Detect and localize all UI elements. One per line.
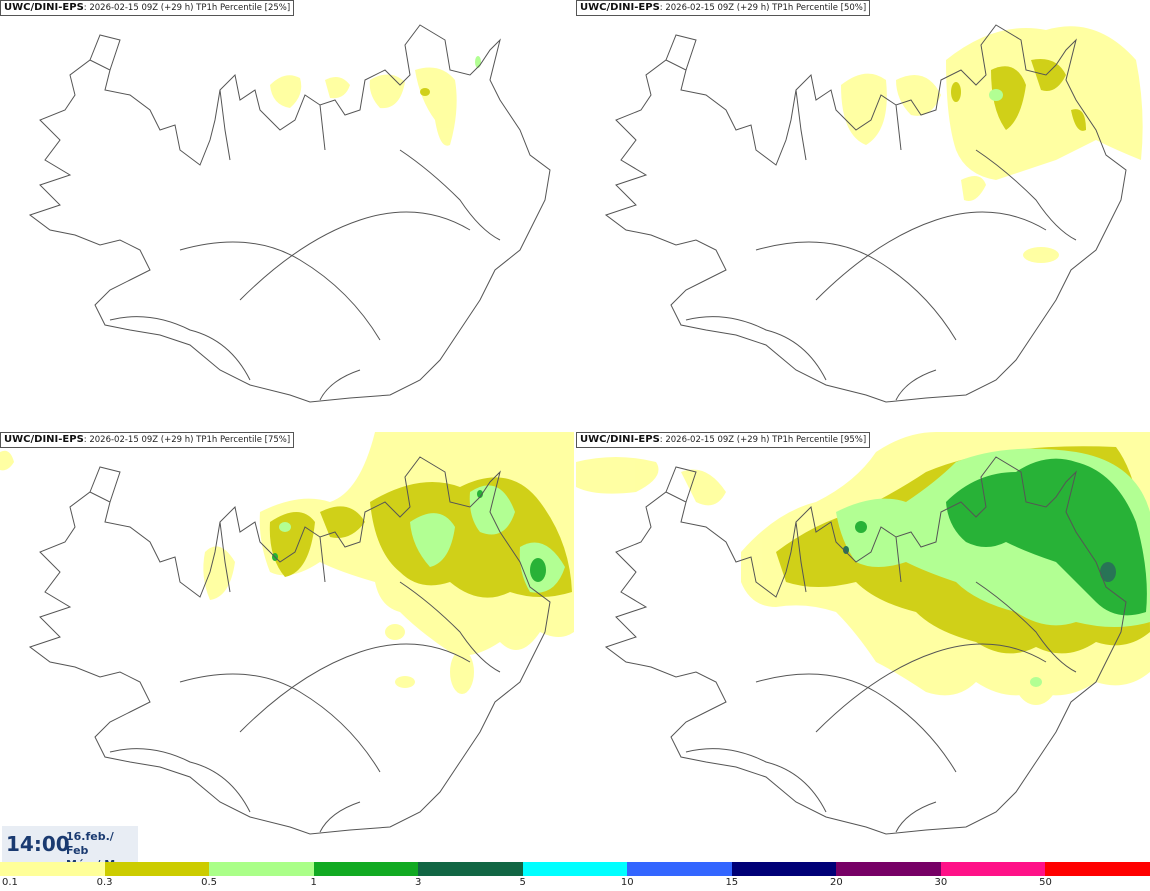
precip-map — [604, 24, 1143, 403]
legend-label: 3 — [414, 877, 422, 888]
legend-label: 5 — [519, 877, 526, 888]
precip-field — [841, 26, 1143, 263]
precip-field — [270, 56, 481, 146]
legend-swatch — [104, 862, 210, 876]
legend-label: 50 — [1039, 877, 1052, 888]
iceland-coastline — [604, 24, 1127, 403]
precip-map — [0, 432, 574, 835]
legend-swatch — [522, 862, 628, 876]
legend-label: 20 — [829, 877, 843, 888]
map-panel-p95: UWC/DINI-EPS: 2026-02-15 09Z (+29 h) TP1… — [576, 432, 1150, 862]
precip-field — [0, 432, 574, 694]
precip-field — [576, 432, 1150, 705]
valid-time: 14:00 — [6, 832, 70, 856]
legend-label: 10 — [620, 877, 634, 888]
panel-title: UWC/DINI-EPS: 2026-02-15 09Z (+29 h) TP1… — [0, 0, 295, 16]
panel-title: UWC/DINI-EPS: 2026-02-15 09Z (+29 h) TP1… — [576, 432, 871, 448]
legend-swatch — [0, 862, 105, 876]
precip-legend-labels: 0.1 0.3 0.5 1 3 5 10 15 20 30 50 — [0, 877, 1150, 891]
precip-legend — [0, 862, 1150, 876]
legend-label: 0.5 — [201, 877, 218, 888]
iceland-coastline — [28, 24, 551, 403]
legend-label: 1 — [310, 877, 317, 888]
legend-label: 0.3 — [96, 877, 113, 888]
legend-swatch — [1045, 862, 1150, 876]
panel-title: UWC/DINI-EPS: 2026-02-15 09Z (+29 h) TP1… — [0, 432, 295, 448]
legend-label: 15 — [725, 877, 739, 888]
map-panel-p25: UWC/DINI-EPS: 2026-02-15 09Z (+29 h) TP1… — [0, 0, 574, 430]
iceland-coastline — [28, 456, 551, 835]
legend-swatch — [627, 862, 732, 876]
legend-swatch — [836, 862, 941, 876]
legend-swatch — [209, 862, 314, 876]
valid-time-box: 14:00 16.feb./ Feb Mán./ Mon — [2, 826, 138, 871]
legend-label: 30 — [934, 877, 948, 888]
precip-map — [28, 24, 551, 403]
precip-map — [576, 432, 1150, 835]
panel-title: UWC/DINI-EPS: 2026-02-15 09Z (+29 h) TP1… — [576, 0, 871, 16]
legend-swatch — [418, 862, 523, 876]
legend-swatch — [731, 862, 837, 876]
legend-label: 0.1 — [2, 877, 18, 888]
legend-swatch — [313, 862, 419, 876]
map-panel-p50: UWC/DINI-EPS: 2026-02-15 09Z (+29 h) TP1… — [576, 0, 1150, 430]
map-panel-p75: UWC/DINI-EPS: 2026-02-15 09Z (+29 h) TP1… — [0, 432, 574, 862]
valid-date-line1: 16.feb./ Feb — [66, 830, 114, 857]
legend-swatch — [940, 862, 1046, 876]
iceland-coastline — [604, 456, 1127, 835]
